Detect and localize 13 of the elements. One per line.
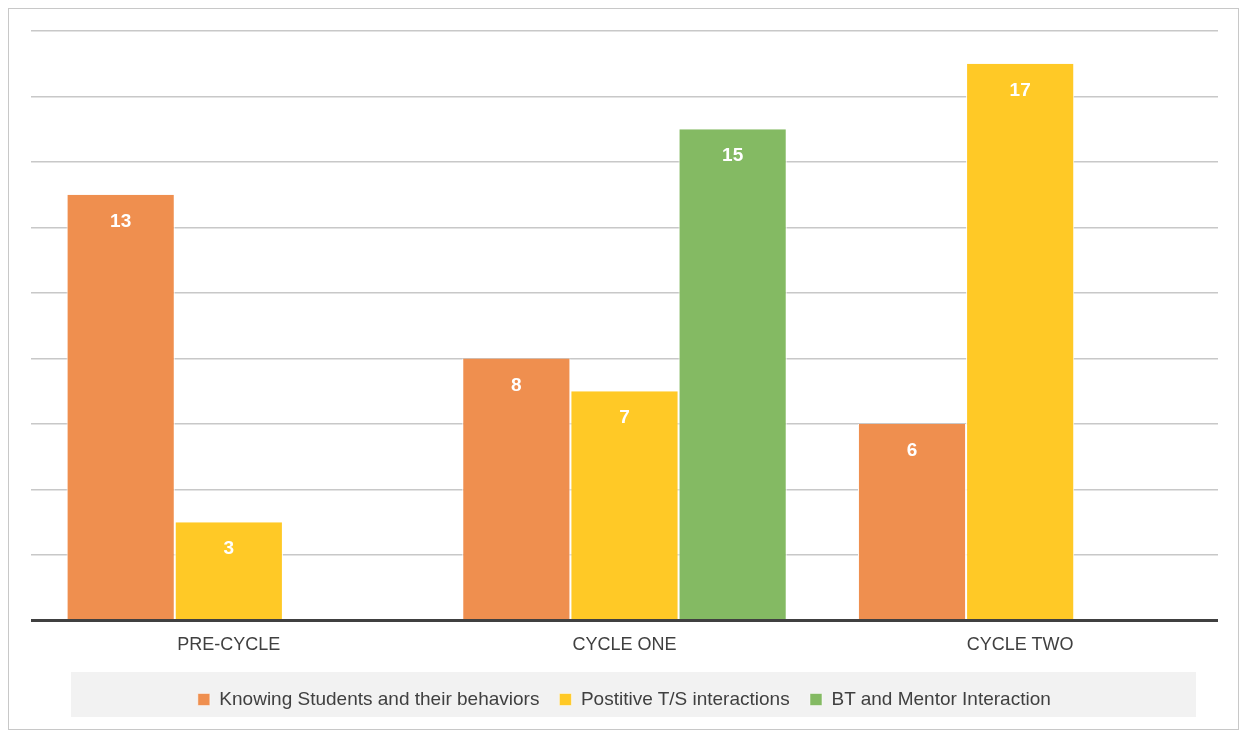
- data-label: 3: [223, 537, 235, 559]
- data-label: 13: [110, 209, 132, 231]
- data-label: 6: [906, 439, 918, 461]
- data-label: 17: [1009, 78, 1031, 100]
- data-label: 8: [511, 373, 522, 395]
- legend-label: BT and Mentor Interaction: [831, 687, 1051, 709]
- x-tick-label: PRE-CYCLE: [177, 634, 281, 655]
- data-label: 7: [619, 406, 630, 428]
- x-tick-label: CYCLE TWO: [966, 634, 1074, 655]
- legend-label: Knowing Students and their behaviors: [219, 687, 540, 709]
- legend-label: Postitive T/S interactions: [580, 687, 790, 709]
- data-label: 15: [722, 144, 744, 166]
- x-tick-label: CYCLE ONE: [572, 634, 677, 655]
